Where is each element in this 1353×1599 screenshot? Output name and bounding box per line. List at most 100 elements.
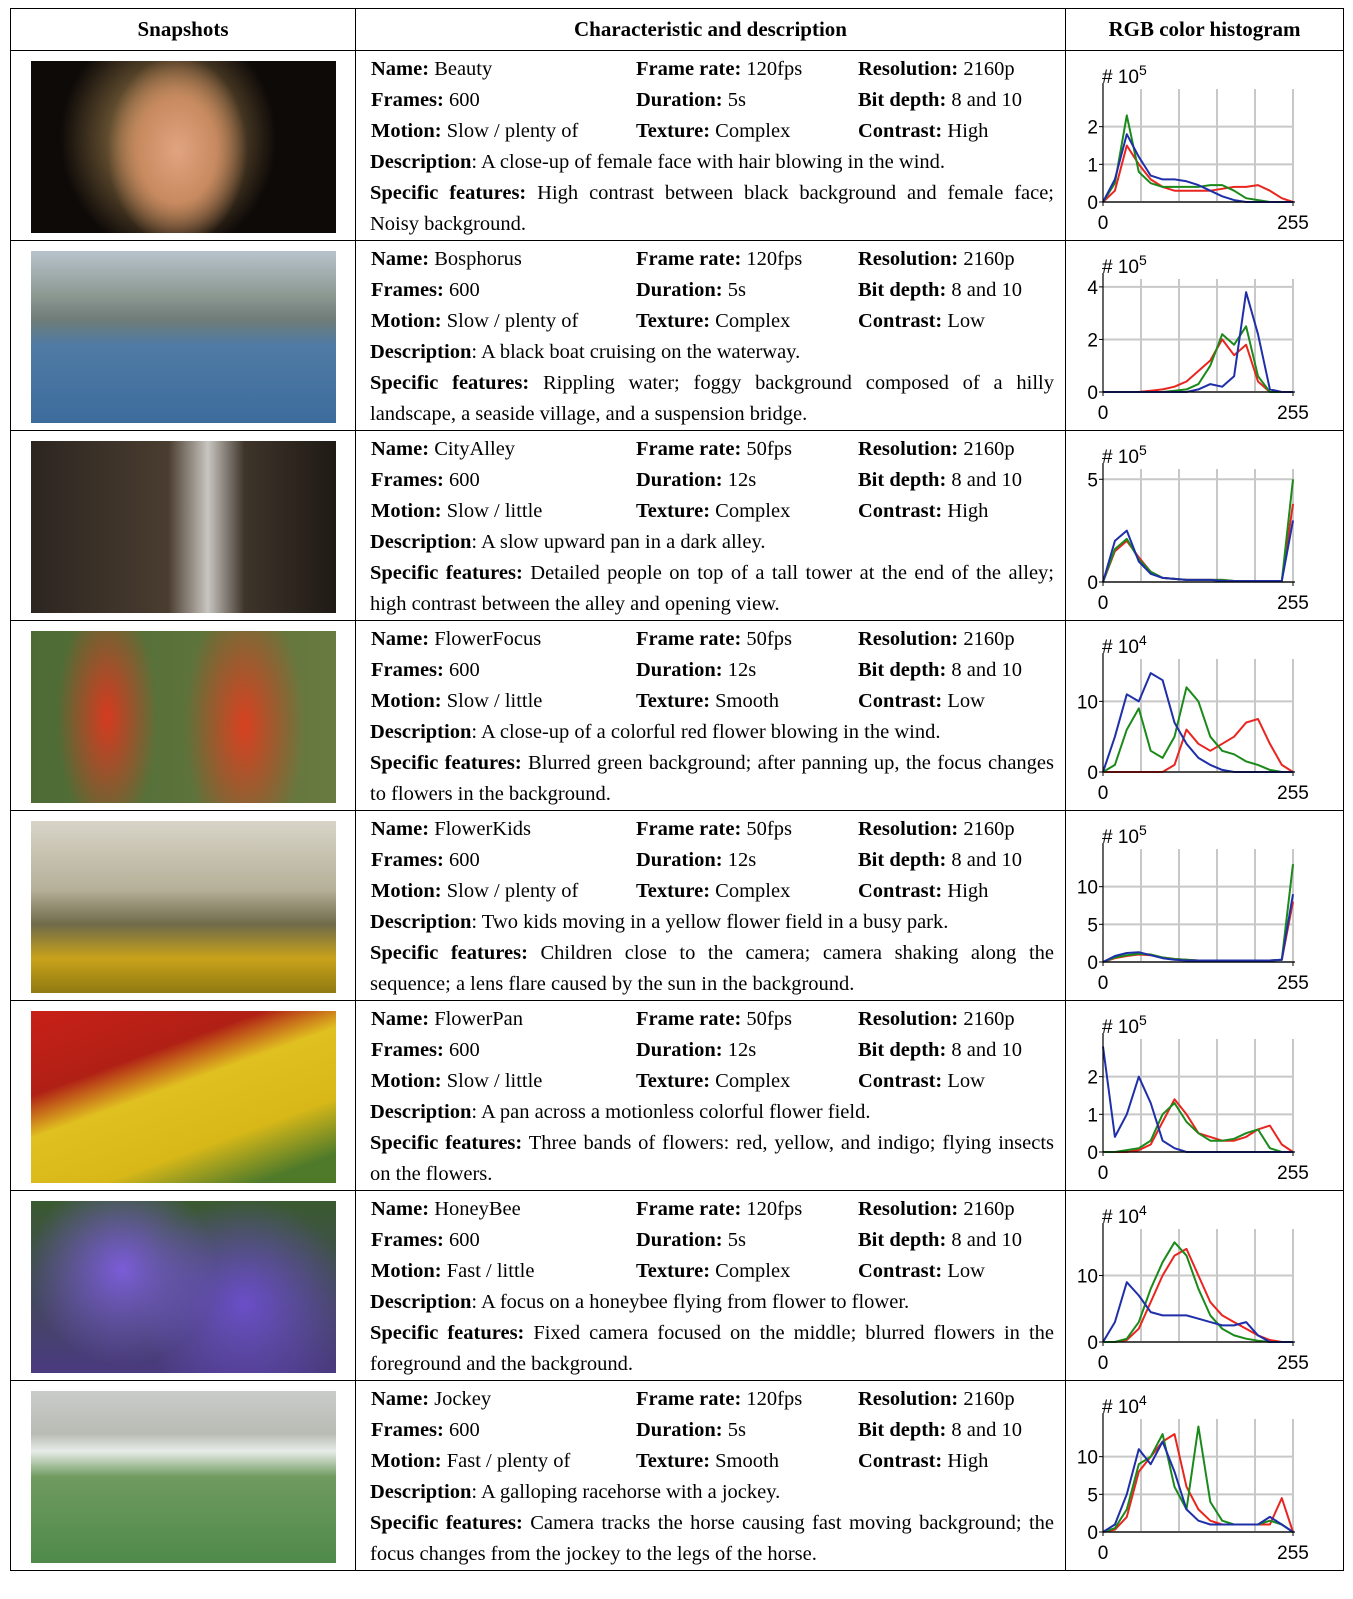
field-label: Bit depth: — [858, 1419, 946, 1441]
field: Bit depth: 8 and 10 — [858, 845, 1022, 876]
field-label: Duration: — [636, 469, 723, 491]
field-value: 120fps — [746, 1388, 802, 1410]
field: Resolution: 2160p — [858, 814, 1015, 845]
field-label: Resolution: — [858, 1008, 958, 1030]
field-value: 2160p — [963, 58, 1014, 80]
y-tick-label: 10 — [1077, 692, 1098, 713]
histogram: 0240255# 105 — [1066, 241, 1342, 429]
field-label: Frames: — [371, 469, 444, 491]
specific-features: Specific features: Blurred green backgro… — [370, 748, 1054, 810]
field-label: Frames: — [371, 849, 444, 871]
x-tick-label: 255 — [1277, 973, 1309, 994]
field-label: Frame rate: — [636, 1388, 741, 1410]
table-cell — [10, 1190, 356, 1381]
field: Contrast: High — [858, 116, 988, 147]
field-value: 5s — [728, 1229, 746, 1251]
field-label: Frames: — [371, 1229, 444, 1251]
field-label: Resolution: — [858, 438, 958, 460]
field-value: 12s — [728, 849, 756, 871]
field-value: Bosphorus — [434, 248, 522, 270]
field-value: 50fps — [746, 438, 792, 460]
field-label: Duration: — [636, 1039, 723, 1061]
field-label: Name: — [371, 1008, 429, 1030]
snapshot — [31, 821, 336, 993]
field: Texture: Complex — [636, 496, 790, 527]
snapshot — [31, 61, 336, 233]
y-scale-base: # 10 — [1102, 637, 1139, 658]
field-value: Complex — [715, 1260, 790, 1282]
field-label: Frames: — [371, 659, 444, 681]
field: Resolution: 2160p — [858, 54, 1015, 85]
description: Description: A close-up of female face w… — [370, 147, 1054, 178]
snapshot — [31, 441, 336, 613]
field: Resolution: 2160p — [858, 1194, 1015, 1225]
field-value: CityAlley — [434, 438, 515, 460]
field-label: Duration: — [636, 1419, 723, 1441]
description-text: : A pan across a motionless colorful flo… — [471, 1101, 870, 1123]
histogram: 0120255# 105 — [1066, 1001, 1342, 1189]
field: Duration: 12s — [636, 1035, 756, 1066]
field-label: Contrast: — [858, 690, 942, 712]
field: Contrast: High — [858, 876, 988, 907]
description-label: Description — [370, 1291, 471, 1313]
field-value: 120fps — [746, 1198, 802, 1220]
field-label: Bit depth: — [858, 659, 946, 681]
x-tick-label: 0 — [1098, 973, 1109, 994]
field-label: Resolution: — [858, 58, 958, 80]
field-label: Resolution: — [858, 1198, 958, 1220]
field: Duration: 5s — [636, 275, 746, 306]
histogram-line — [1103, 326, 1293, 392]
description: Description: A galloping racehorse with … — [370, 1477, 1054, 1508]
field: Frame rate: 120fps — [636, 54, 802, 85]
field-label: Motion: — [371, 1450, 442, 1472]
field: Duration: 12s — [636, 845, 756, 876]
specific-features: Specific features: Detailed people on to… — [370, 558, 1054, 620]
histogram: 0120255# 105 — [1066, 51, 1342, 239]
field: Contrast: High — [858, 496, 988, 527]
field-value: 8 and 10 — [951, 659, 1022, 681]
field-value: 5s — [728, 1419, 746, 1441]
y-scale-label: # 105 — [1102, 1012, 1147, 1038]
description-label: Description — [370, 531, 471, 553]
field-label: Texture: — [636, 1450, 710, 1472]
field: Frame rate: 50fps — [636, 814, 792, 845]
field-value: 8 and 10 — [951, 1039, 1022, 1061]
table-cell — [10, 810, 356, 1001]
field-label: Texture: — [636, 500, 710, 522]
field-label: Texture: — [636, 880, 710, 902]
y-tick-label: 0 — [1087, 573, 1098, 594]
y-scale-base: # 10 — [1102, 1397, 1139, 1418]
histogram: 05100255# 105 — [1066, 811, 1342, 999]
field: Name: CityAlley — [371, 434, 515, 465]
field-value: Complex — [715, 880, 790, 902]
y-tick-label: 5 — [1087, 1485, 1098, 1506]
x-tick-label: 255 — [1277, 213, 1309, 234]
field: Texture: Complex — [636, 1256, 790, 1287]
histogram-line — [1103, 292, 1293, 392]
field-label: Bit depth: — [858, 849, 946, 871]
field-label: Motion: — [371, 1070, 442, 1092]
field-label: Name: — [371, 628, 429, 650]
y-scale-base: # 10 — [1102, 257, 1139, 278]
specific-label: Specific features: — [370, 1322, 524, 1344]
table-cell: Name: CityAlleyFrame rate: 50fpsResoluti… — [355, 430, 1066, 621]
field: Frames: 600 — [371, 1415, 480, 1446]
field-value: Fast / little — [447, 1260, 535, 1282]
field-value: 8 and 10 — [951, 279, 1022, 301]
field-label: Resolution: — [858, 1388, 958, 1410]
specific-label: Specific features: — [370, 182, 526, 204]
field-label: Texture: — [636, 1260, 710, 1282]
field-label: Contrast: — [858, 1070, 942, 1092]
field-value: Slow / plenty of — [447, 120, 579, 142]
field-value: FlowerKids — [434, 818, 531, 840]
y-scale-exponent: 4 — [1139, 1202, 1147, 1218]
field-label: Frames: — [371, 1039, 444, 1061]
y-scale-exponent: 5 — [1139, 822, 1147, 838]
field: Motion: Slow / little — [371, 1066, 542, 1097]
field-value: Low — [947, 310, 985, 332]
description-text: : A slow upward pan in a dark alley. — [471, 531, 765, 553]
field-label: Texture: — [636, 120, 710, 142]
table-cell — [10, 1380, 356, 1571]
